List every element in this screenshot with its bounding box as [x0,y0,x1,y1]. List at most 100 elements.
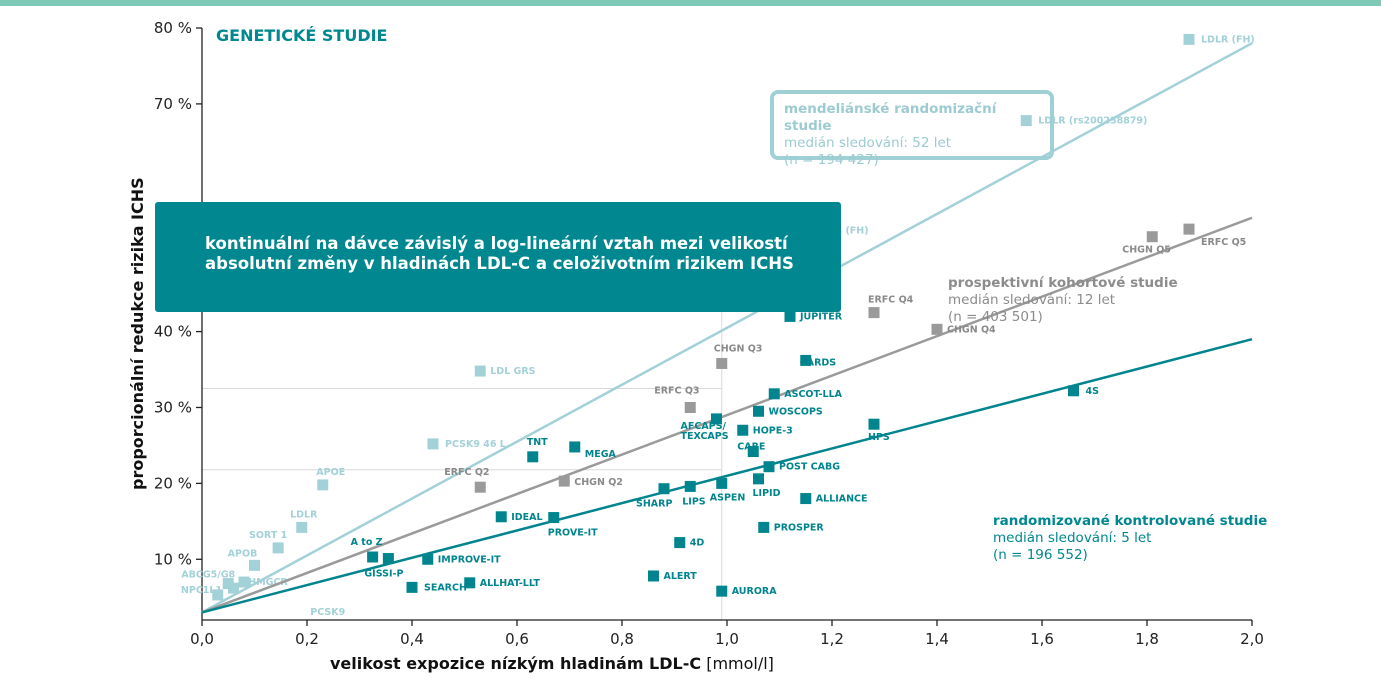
cohort-label-erfc-q2: ERFC Q2 [444,467,489,478]
mendelian-fit-line [201,42,1253,614]
cohort-label-chgn-q4: CHGN Q4 [947,324,996,335]
x-tick-label: 2,0 [1240,630,1264,648]
cohort-point-erfc-q5 [1183,223,1195,235]
x-tick-label: 1,0 [715,630,739,648]
rct-label-search: SEARCH [424,582,467,593]
mendelian-point-ldlr-fh- [1183,33,1195,45]
rct-point-search [406,581,418,593]
rct-point-alert [648,570,659,582]
mendelian-point-ldl-grs [474,365,486,377]
prospective-n: (n = 403 501) [948,309,1043,325]
mendelian-point-ldlr-rs200238879- [1020,115,1032,127]
rct-label-aurora: AURORA [732,586,777,597]
x-tick-label: 0,6 [505,630,529,648]
cohort-label-chgn-q3: CHGN Q3 [714,343,763,354]
x-tick-label: 1,6 [1030,630,1054,648]
mendelian-point-apoe [317,479,329,491]
rct-label-prosper: PROSPER [774,522,825,533]
rct-point-prosper [758,521,770,533]
rct-point-gissi-p [382,553,394,565]
mendelian-label-npc1l1: NPC1L1 [181,585,222,596]
rct-label-lips: LIPS [682,496,706,507]
mendelian-n: (n = 194 427) [784,152,879,168]
mendelian-legend-box: mendeliánské randomizační studie medián … [770,90,1054,168]
rct-label-improve-it: IMPROVE-IT [438,554,501,565]
rct-point-ascot-lla [768,388,780,400]
rct-label-hps: HPS [868,432,890,443]
rct-label-gissi-p: GISSI-P [364,569,403,580]
rct-point-jupiter [784,310,796,322]
rct-label-ideal: IDEAL [511,512,542,523]
cohort-fit-line [201,216,1253,614]
mendelian-label-apoe: APOE [316,467,345,478]
rct-label-afcaps-: AFCAPS/ [681,421,727,432]
cohort-point-chgn-q3 [716,357,728,369]
top-accent-bar [0,0,1381,6]
cohort-point-chgn-q2 [558,475,570,487]
cohort-point-erfc-q4 [868,307,880,319]
mendelian-label-pcsk9-46-l: PCSK9 46 L [445,439,506,450]
rct-label-alliance: ALLIANCE [816,494,868,505]
cohort-point-chgn-q5 [1146,231,1158,243]
rct-label-sharp: SHARP [636,499,672,510]
mendelian-label-hmgcr: HMGCR [248,577,288,588]
rct-label-aspen: ASPEN [710,492,746,503]
mendelian-point-pcsk9-46-l [427,438,439,450]
rct-point-ideal [495,511,507,523]
rct-label-woscops: WOSCOPS [769,406,823,417]
x-tick-label: 1,8 [1135,630,1159,648]
mendelian-point-ldlr [296,521,308,533]
rct-point-lips [684,480,696,492]
prospective-title: prospektivní kohortové studie [948,275,1178,291]
rct-point-mega [569,441,581,453]
rct-label-texcaps: TEXCAPS [681,431,729,442]
rct-n: (n = 196 552) [993,547,1088,563]
rct-point-woscops [753,405,764,417]
rct-median: medián sledování: 5 let [993,530,1152,546]
cohort-label-erfc-q5: ERFC Q5 [1201,237,1246,248]
mendelian-label-sort-1: SORT 1 [249,530,287,541]
rct-label-post-cabg: POST CABG [779,462,840,473]
rct-point-post-cabg [763,461,775,473]
mendelian-point-npc1l1 [228,582,239,594]
rct-label-4d: 4D [690,538,705,549]
rct-point-hope-3 [737,424,749,436]
rct-point-4d [674,537,686,549]
rct-point-allhat-llt [464,577,476,589]
rct-title: randomizované kontrolované studie [993,513,1268,529]
rct-label-prove-it: PROVE-IT [548,528,598,539]
x-tick-label: 1,2 [820,630,844,648]
x-tick-label: 1,4 [925,630,949,648]
rct-point-prove-it [548,512,560,524]
mendelian-label-ldl-grs: LDL GRS [490,366,535,377]
relationship-callout: kontinuální na dávce závislý a log-lineá… [155,202,841,312]
x-tick-label: 0,0 [190,630,214,648]
mendelian-label-ldlr-fh-: LDLR (FH) [1201,34,1255,45]
rct-label-4s: 4S [1086,386,1100,397]
cohort-label-chgn-q2: CHGN Q2 [574,477,623,488]
prospective-legend: prospektivní kohortové studie medián sle… [948,275,1178,326]
mendelian-label-ldlr-rs200238879-: LDLR (rs200238879) [1038,116,1147,127]
rct-point-a-to-z [367,551,379,563]
rct-label-lipid: LIPID [753,488,781,499]
rct-label-hope-3: HOPE-3 [753,425,793,436]
cohort-point-chgn-q4 [931,323,943,335]
y-tick-label: 70 % [154,95,192,113]
rct-point-lipid [753,473,764,485]
cohort-label-chgn-q5: CHGN Q5 [1122,245,1171,256]
y-tick-label: 80 % [154,19,192,37]
rct-label-a-to-z: A to Z [351,537,383,548]
rct-point-alliance [800,493,812,505]
rct-point-afcaps- [711,413,722,425]
x-axis-label-main: velikost expozice nízkým hladinám LDL-C [330,654,702,673]
rct-label-mega: MEGA [585,449,617,460]
rct-point-hps [868,418,880,430]
mendelian-point-pcsk9 [212,589,224,601]
x-tick-label: 0,4 [400,630,424,648]
rct-point-care [747,446,759,458]
mendelian-label-abcg5-g8: ABCG5/G8 [181,570,235,581]
rct-point-tnt [527,451,539,463]
rct-label-tnt: TNT [527,437,548,448]
